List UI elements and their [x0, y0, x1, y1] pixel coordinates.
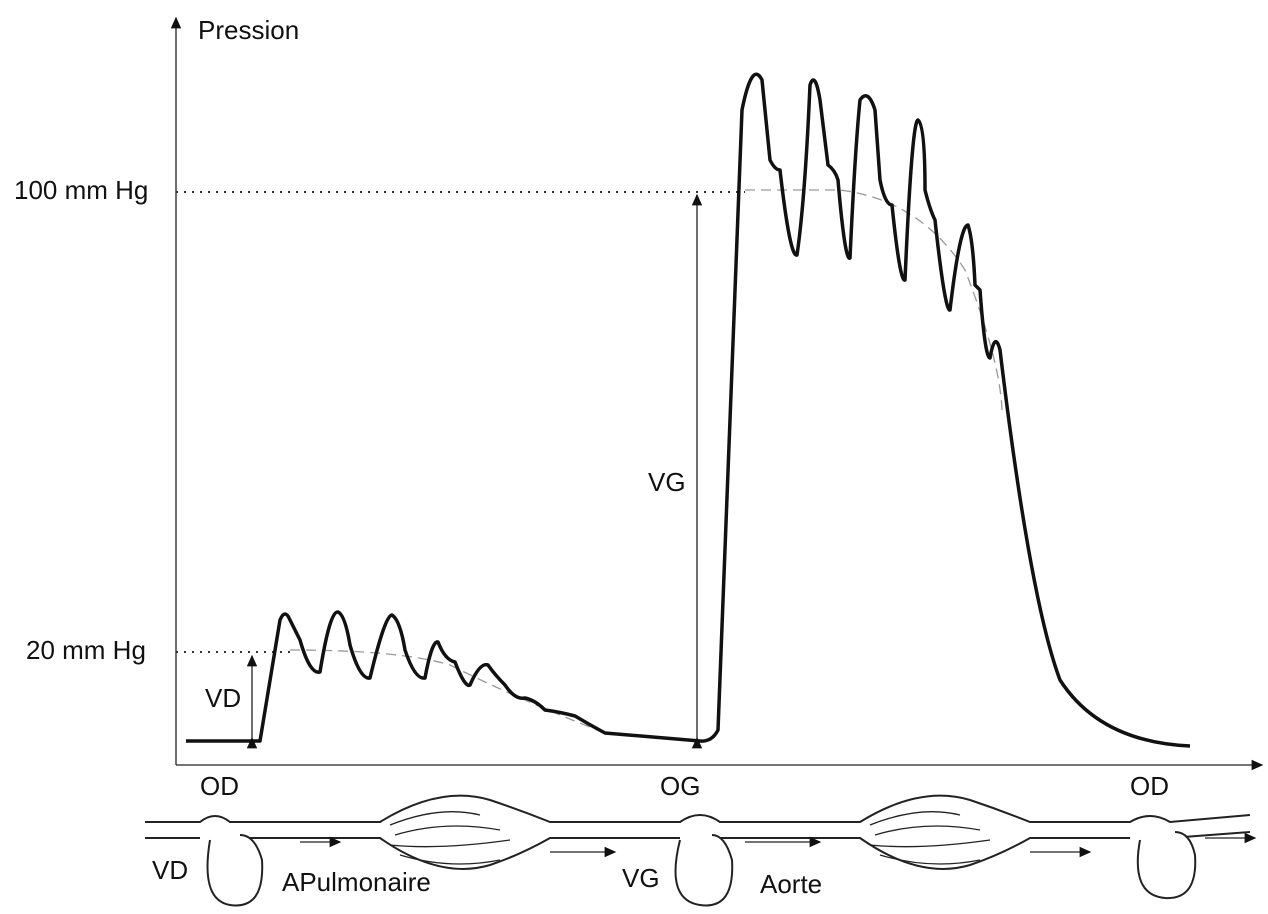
- measure-label: VG: [648, 467, 686, 497]
- capillaries: [389, 811, 991, 865]
- time-label: OD: [1130, 771, 1169, 801]
- heart: [1136, 831, 1197, 900]
- level-label: 100 mm Hg: [14, 175, 148, 205]
- axis-title: Pression: [198, 15, 299, 45]
- heart: [206, 834, 264, 907]
- circulation-label: VD: [152, 855, 188, 885]
- circulation-label: VG: [622, 863, 660, 893]
- mean-pressure: [289, 649, 606, 734]
- circulation-sketch: [145, 794, 1257, 907]
- time-label: OG: [660, 771, 700, 801]
- measure-label: VD: [205, 683, 241, 713]
- circulation-label: APulmonaire: [282, 867, 431, 897]
- time-label: OD: [200, 771, 239, 801]
- heart: [674, 834, 734, 907]
- level-label: 20 mm Hg: [26, 635, 146, 665]
- pressure-curve: [186, 72, 1191, 748]
- circulation-label: Aorte: [760, 869, 822, 899]
- mean-pressure: [745, 189, 1003, 411]
